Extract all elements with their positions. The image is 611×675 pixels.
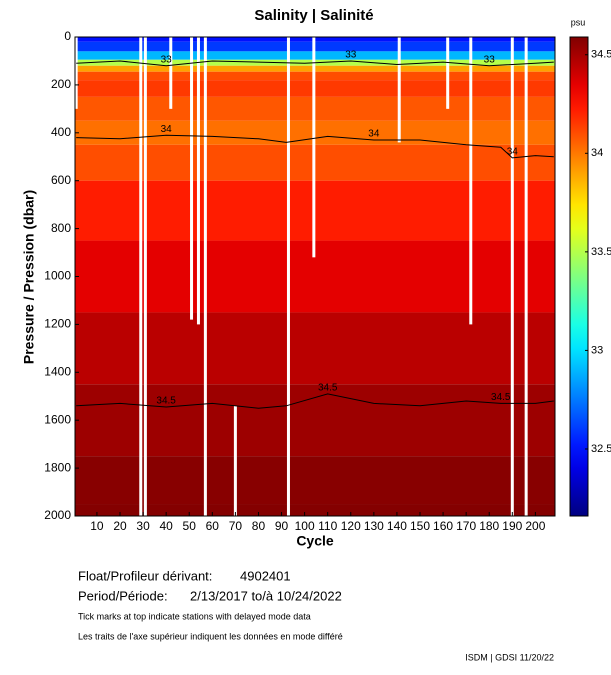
y-axis-label: Pressure / Pression (dbar): [21, 190, 37, 364]
missing-profile: [139, 37, 143, 516]
y-tick-label: 1600: [44, 412, 71, 426]
missing-profile: [524, 37, 528, 516]
colorbar-tick-label: 32.5: [591, 443, 611, 455]
contour-label: 34: [368, 129, 380, 140]
missing-profile: [143, 37, 147, 516]
chart-title: Salinity | Salinité: [254, 7, 373, 24]
x-tick-label: 10: [90, 519, 104, 533]
missing-profile: [169, 37, 173, 109]
salinity-band: [75, 456, 555, 505]
x-tick-label: 160: [433, 519, 453, 533]
colorbar-tick-label: 34.5: [591, 49, 611, 61]
salinity-band: [75, 504, 555, 516]
contour-label: 34.5: [318, 382, 338, 393]
x-tick-label: 100: [295, 519, 315, 533]
x-tick-label: 190: [502, 519, 522, 533]
contour-line: [76, 393, 554, 409]
y-tick-label: 1800: [44, 460, 71, 474]
credit: ISDM | GDSI 11/20/22: [465, 652, 554, 662]
x-tick-label: 40: [159, 519, 173, 533]
y-tick-label: 0: [64, 29, 71, 43]
contour-line: [76, 60, 554, 67]
colorbar-label: psu: [571, 17, 586, 27]
y-tick-label: 800: [51, 221, 71, 235]
contour-line: [76, 134, 554, 159]
x-tick-label: 30: [136, 519, 150, 533]
x-tick-label: 200: [525, 519, 545, 533]
period-label: Period/Période:: [78, 588, 168, 603]
missing-profile: [196, 37, 200, 325]
note-en: Tick marks at top indicate stations with…: [78, 611, 311, 621]
x-tick-label: 80: [252, 519, 266, 533]
y-tick-label: 2000: [44, 508, 71, 522]
colorbar: [569, 36, 589, 517]
contour-label: 34: [161, 124, 173, 135]
x-tick-label: 70: [229, 519, 243, 533]
missing-profile: [397, 37, 401, 143]
x-tick-label: 140: [387, 519, 407, 533]
y-tick-label: 1200: [44, 317, 71, 331]
contour-label: 34.5: [491, 392, 511, 403]
x-tick-label: 150: [410, 519, 430, 533]
x-tick-label: 170: [456, 519, 476, 533]
x-axis-label: Cycle: [296, 533, 334, 549]
contour-label: 34: [507, 147, 519, 158]
salinity-band: [75, 384, 555, 457]
x-tick-label: 180: [479, 519, 499, 533]
missing-profile: [74, 37, 78, 109]
missing-profile: [233, 405, 237, 516]
colorbar-tick-label: 33.5: [591, 246, 611, 258]
x-tick-label: 50: [183, 519, 197, 533]
salinity-band: [75, 312, 555, 385]
colorbar-tick-label: 34: [591, 147, 603, 159]
x-tick-label: 120: [341, 519, 361, 533]
note-fr: Les traits de l'axe supérieur indiquent …: [78, 631, 343, 641]
period: 2/13/2017 to/à 10/24/2022: [190, 588, 342, 603]
x-tick-label: 60: [206, 519, 220, 533]
missing-profile: [469, 37, 473, 325]
y-tick-label: 600: [51, 173, 71, 187]
contour-label: 33: [484, 54, 496, 65]
contour-label: 33: [345, 50, 357, 61]
x-tick-label: 90: [275, 519, 289, 533]
missing-profile: [286, 37, 290, 516]
missing-profile: [510, 37, 514, 516]
float-label: Float/Profileur dérivant:: [78, 568, 212, 583]
y-tick-label: 200: [51, 77, 71, 91]
y-tick-label: 1400: [44, 364, 71, 378]
missing-profile: [312, 37, 316, 258]
x-tick-label: 110: [318, 519, 337, 533]
missing-profile: [203, 37, 207, 516]
missing-profile: [190, 37, 194, 320]
y-tick-label: 400: [51, 125, 71, 139]
colorbar-tick-label: 33: [591, 344, 603, 356]
x-tick-label: 130: [364, 519, 384, 533]
contour-label: 33: [161, 54, 173, 65]
x-tick-label: 20: [113, 519, 127, 533]
missing-profile: [446, 37, 450, 109]
y-tick-label: 1000: [44, 269, 71, 283]
contour-label: 34.5: [156, 396, 176, 407]
float-id: 4902401: [240, 568, 291, 583]
